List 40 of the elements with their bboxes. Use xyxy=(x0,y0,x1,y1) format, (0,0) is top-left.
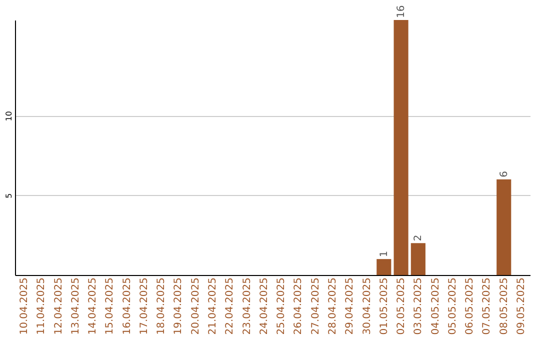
x-tick-label: 17.04.2025 xyxy=(138,278,150,335)
y-tick-label: 5 xyxy=(4,193,14,198)
x-tick-label: 02.05.2025 xyxy=(396,278,408,335)
x-tick-label: 16.04.2025 xyxy=(122,278,133,335)
x-tick-label: 24.04.2025 xyxy=(258,278,270,335)
data-label: 2 xyxy=(413,234,424,242)
data-label: 6 xyxy=(498,171,510,178)
x-tick-label: 30.04.2025 xyxy=(362,278,373,335)
x-tick-label: 20.04.2025 xyxy=(190,278,202,335)
data-label: 1 xyxy=(378,250,390,258)
x-tick-label: 28.04.2025 xyxy=(327,278,338,335)
x-tick-label: 25.04.2025 xyxy=(276,278,288,335)
bar xyxy=(496,179,512,275)
x-tick-label: 29.04.2025 xyxy=(344,278,356,335)
x-tick-label: 21.04.2025 xyxy=(208,278,219,335)
x-tick-label: 18.04.2025 xyxy=(156,278,168,335)
bar xyxy=(376,259,392,275)
x-tick-label: 10.04.2025 xyxy=(19,278,30,335)
x-tick-label: 04.05.2025 xyxy=(430,278,442,335)
x-tick-label: 23.04.2025 xyxy=(242,278,253,335)
x-tick-label: 11.04.2025 xyxy=(36,278,48,335)
x-tick-label: 07.05.2025 xyxy=(482,278,493,335)
x-tick-label: 19.04.2025 xyxy=(173,278,184,335)
bar xyxy=(394,20,408,275)
data-label: 16 xyxy=(396,5,408,18)
y-tick-label: 10 xyxy=(4,111,14,122)
x-tick-label: 12.04.2025 xyxy=(53,278,64,335)
x-tick-label: 15.04.2025 xyxy=(104,278,116,335)
x-tick-label: 08.05.2025 xyxy=(498,278,510,335)
x-tick-label: 01.05.2025 xyxy=(378,278,390,335)
x-tick-label: 26.04.2025 xyxy=(293,278,304,335)
x-tick-label: 22.04.2025 xyxy=(224,278,236,335)
x-tick-label: 05.05.2025 xyxy=(447,278,458,335)
bar xyxy=(410,243,426,275)
x-tick-label: 13.04.2025 xyxy=(70,278,82,335)
x-tick-label: 14.04.2025 xyxy=(88,278,99,335)
x-tick-label: 27.04.2025 xyxy=(310,278,322,335)
x-tick-label: 06.05.2025 xyxy=(464,278,476,335)
x-tick-label: 09.05.2025 xyxy=(516,278,528,335)
x-tick-label: 03.05.2025 xyxy=(413,278,424,335)
